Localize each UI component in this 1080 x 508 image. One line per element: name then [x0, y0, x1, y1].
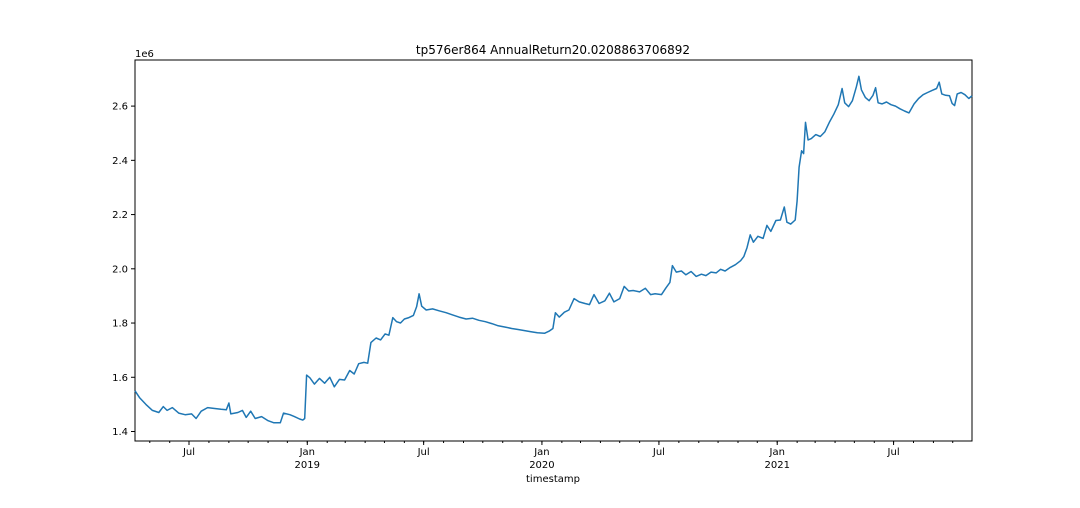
- x-tick-label: Jul: [887, 447, 900, 458]
- y-tick-label: 1.4: [112, 427, 128, 438]
- series-line: [134, 75, 973, 424]
- y-tick-label: 1.6: [112, 373, 128, 384]
- x-tick-label: Jul: [182, 447, 195, 458]
- x-tick-label: Jan: [299, 447, 315, 458]
- x-tick-label: Jul: [417, 447, 430, 458]
- x-axis: Jul Jan 2019 Jul Jan 2020 Jul Jan 2021 Jul: [149, 441, 954, 471]
- chart-title: tp576er864 AnnualReturn20.0208863706892: [416, 43, 690, 57]
- plot-frame: [134, 59, 973, 442]
- y-tick-label: 2.6: [112, 102, 128, 113]
- x-tick-year-label: 2020: [529, 460, 554, 471]
- series-layer: [134, 75, 973, 424]
- y-tick-label: 1.8: [112, 319, 128, 330]
- y-tick-label: 2.0: [112, 264, 128, 275]
- x-tick-year-label: 2019: [295, 460, 320, 471]
- y-tick-label: 2.4: [112, 156, 128, 167]
- y-tick-label: 2.2: [112, 210, 128, 221]
- y-offset-label: 1e6: [135, 49, 154, 60]
- y-axis: 1.4 1.6 1.8 2.0 2.2 2.4 2.6: [112, 102, 135, 438]
- x-tick-label: Jan: [769, 447, 785, 458]
- x-tick-label: Jan: [533, 447, 549, 458]
- x-axis-label: timestamp: [526, 474, 580, 485]
- x-tick-label: Jul: [652, 447, 665, 458]
- x-tick-year-label: 2021: [764, 460, 789, 471]
